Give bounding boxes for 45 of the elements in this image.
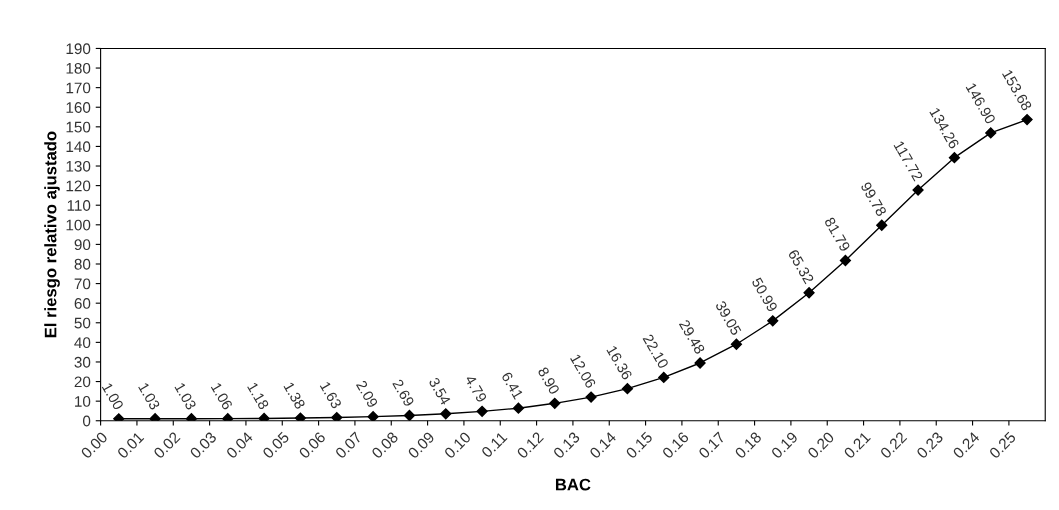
y-tick-label: 40 <box>74 337 91 349</box>
y-tick-label: 130 <box>66 160 91 172</box>
point <box>985 127 997 139</box>
y-tick-label: 60 <box>74 298 91 309</box>
point <box>258 412 270 421</box>
point <box>803 287 815 299</box>
y-tick-label: 30 <box>74 356 91 368</box>
y-tick-label: 20 <box>74 376 91 388</box>
point <box>730 338 743 350</box>
x-tick-label: 0.01 <box>116 431 145 460</box>
point <box>839 254 852 267</box>
y-tick-label: 70 <box>74 278 91 290</box>
y-tick-label: 110 <box>67 200 91 211</box>
y-tick-label: 170 <box>66 82 91 94</box>
point <box>403 409 416 421</box>
y-tick-label: 90 <box>74 239 91 251</box>
y-tick-label: 80 <box>74 258 91 270</box>
point <box>512 402 525 414</box>
point <box>585 391 597 403</box>
point <box>948 152 961 164</box>
point <box>1021 114 1033 126</box>
x-axis-title: BAC <box>555 478 591 491</box>
y-tick-label: 0 <box>82 415 91 427</box>
y-tick-label: 100 <box>66 219 91 231</box>
point <box>876 219 888 231</box>
point <box>331 411 343 421</box>
x-tick-label: 0.21 <box>843 431 871 460</box>
y-tick-label: 190 <box>66 43 91 55</box>
y-tick-label: 150 <box>66 121 91 133</box>
y-tick-label: 50 <box>74 317 91 329</box>
x-tick-label: 0.11 <box>480 431 508 459</box>
y-tick-label: 140 <box>66 141 91 153</box>
y-tick-label: 10 <box>75 396 91 407</box>
point <box>912 184 924 196</box>
point <box>549 397 561 409</box>
y-tick-label: 180 <box>66 62 91 74</box>
point <box>767 315 779 327</box>
point <box>367 411 379 421</box>
y-axis-title: El riesgo relativo ajustado <box>44 131 60 338</box>
point <box>658 371 670 384</box>
point <box>621 383 634 395</box>
point <box>476 405 488 417</box>
y-tick-label: 120 <box>66 180 91 192</box>
point <box>440 408 452 420</box>
y-tick-label: 160 <box>66 102 91 113</box>
